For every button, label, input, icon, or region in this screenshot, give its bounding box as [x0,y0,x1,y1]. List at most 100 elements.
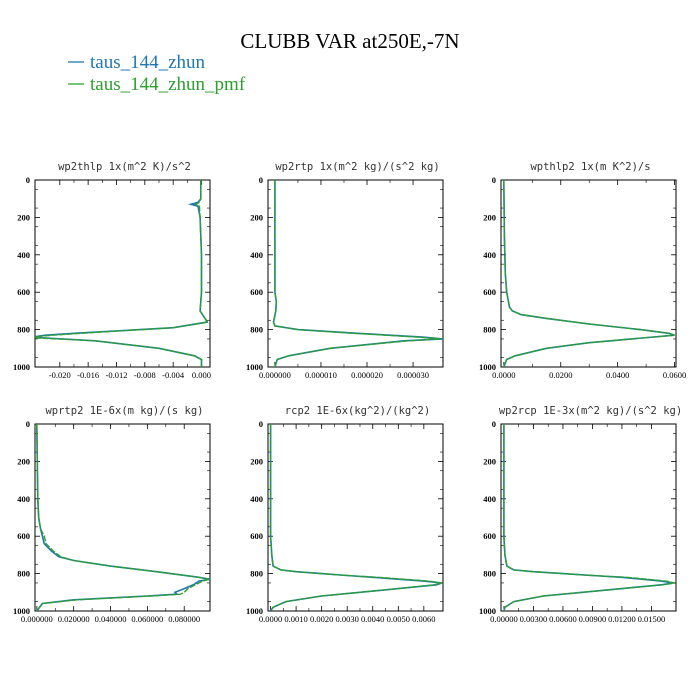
series-line-1 [503,424,676,611]
panel-0: wp2thlp 1x(m^2 K)/s^2 0 200 400 600 800 1000 -0… [13,161,211,380]
panel-5: wp2rcp 1E-3x(m^2 kg)/(s^2 kg)0 200 400 600 8… [479,405,682,624]
series-line-0 [36,424,210,611]
series-line-0 [503,180,675,367]
panel-title: wp2rtp 1x(m^2 kg)/(s^2 kg) [275,161,439,173]
plot-frame [267,179,444,368]
y-tick-label: 0 [26,175,30,185]
series-line-1 [272,180,441,367]
x-tick-label: 0.000020 [351,370,383,380]
x-tick-label: 0.00600 [549,614,577,624]
x-tick-label: 0.000030 [397,370,429,380]
series-line-0 [269,424,442,611]
x-tick-label: 0.0000 [492,370,515,380]
y-tick-label: 1000 [479,606,496,616]
x-tick-label: 0.0060 [412,614,435,624]
y-tick-label: 400 [483,250,496,260]
y-tick-label: 600 [483,287,496,297]
legend-label-1: taus_144_zhun_pmf [90,74,246,95]
y-tick-label: 800 [250,325,263,335]
plot-frame [500,423,677,612]
series-line-1 [35,180,210,367]
y-tick-label: 200 [483,212,496,222]
panel-title: rcp2 1E-6x(kg^2)/(kg^2) [285,405,430,417]
x-tick-label: 0.060000 [131,614,163,624]
y-tick-label: 200 [17,456,30,466]
y-tick-label: 600 [17,287,30,297]
y-tick-label: 0 [259,419,263,429]
plot-frame [500,179,677,368]
y-tick-label: 800 [250,569,263,579]
panel-3: wprtp2 1E-6x(m kg)/(s kg) 0 200 400 600 800 10… [13,405,211,624]
x-tick-label: 0.0000 [259,614,282,624]
y-tick-label: 0 [492,419,496,429]
x-tick-label: -0.012 [105,370,127,380]
x-tick-label: 0.020000 [58,614,90,624]
x-tick-label: 0.0040 [361,614,384,624]
y-tick-label: 800 [483,325,496,335]
y-tick-label: 400 [250,250,263,260]
series-line-0 [272,180,443,367]
x-tick-label: 0.00000 [490,614,518,624]
series-line-1 [269,424,442,611]
x-tick-label: 0.0020 [310,614,333,624]
y-tick-label: 1000 [13,606,30,616]
figure-title: CLUBB VAR at250E,-7N [240,29,459,53]
y-tick-label: 600 [250,287,263,297]
x-tick-label: 0.0400 [606,370,629,380]
x-tick-label: 0.000000 [259,370,291,380]
x-tick-label: 0.01500 [638,614,666,624]
x-tick-label: 0.000010 [305,370,337,380]
plot-frame [34,423,211,612]
x-tick-label: 0.040000 [95,614,127,624]
y-tick-label: 800 [483,569,496,579]
panel-title: wpthlp2 1x(m K^2)/s [530,161,650,173]
x-tick-label: 0.0010 [284,614,307,624]
x-tick-label: 0.0200 [549,370,572,380]
y-tick-label: 400 [250,494,263,504]
y-tick-label: 1000 [246,606,263,616]
x-tick-label: 0.080000 [168,614,200,624]
y-tick-label: 800 [17,325,30,335]
panel-4: rcp2 1E-6x(kg^2)/(kg^2) 0 200 400 600 800 1000… [246,405,444,624]
x-tick-label: -0.004 [162,370,185,380]
series-line-1 [36,424,210,611]
x-tick-label: -0.016 [77,370,99,380]
panel-title: wprtp2 1E-6x(m kg)/(s kg) [45,405,203,417]
panels: wp2thlp 1x(m^2 K)/s^2 0 200 400 600 800 1000 -0… [13,161,686,624]
x-tick-label: -0.020 [49,370,71,380]
y-tick-label: 1000 [246,362,263,372]
panel-2: wpthlp2 1x(m K^2)/s 0 200 400 600 800 10000.00… [479,161,686,380]
y-tick-label: 1000 [13,362,30,372]
x-tick-label: 0.000 [192,370,211,380]
x-tick-label: 0.00300 [520,614,548,624]
x-tick-label: 0.000000 [21,614,53,624]
y-tick-label: 600 [250,531,263,541]
y-tick-label: 800 [17,569,30,579]
plot-frame [34,179,211,368]
x-tick-label: 0.0600 [663,370,686,380]
y-tick-label: 600 [483,531,496,541]
plot-frame [267,423,444,612]
x-tick-label: 0.01200 [608,614,636,624]
y-tick-label: 1000 [479,362,496,372]
legend: taus_144_zhun taus_144_zhun_pmf [68,52,246,95]
y-tick-label: 0 [492,175,496,185]
y-tick-label: 400 [17,494,30,504]
y-tick-label: 200 [250,212,263,222]
x-tick-label: 0.00900 [579,614,607,624]
series-line-0 [503,424,674,611]
y-tick-label: 400 [483,494,496,504]
panel-title: wp2thlp 1x(m^2 K)/s^2 [58,161,191,173]
series-line-1 [503,180,675,367]
legend-label-0: taus_144_zhun [90,52,206,73]
y-tick-label: 600 [17,531,30,541]
y-tick-label: 200 [250,456,263,466]
panel-title: wp2rcp 1E-3x(m^2 kg)/(s^2 kg) [499,405,682,417]
y-tick-label: 0 [259,175,263,185]
y-tick-label: 200 [483,456,496,466]
y-tick-label: 0 [26,419,30,429]
x-tick-label: -0.008 [134,370,156,380]
y-tick-label: 200 [17,212,30,222]
panel-1: wp2rtp 1x(m^2 kg)/(s^2 kg) 0 200 400 600 800 1… [246,161,444,380]
